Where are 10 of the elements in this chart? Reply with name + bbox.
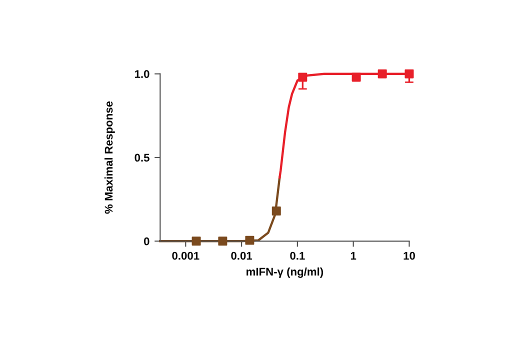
y-tick-label: 0.5 <box>134 154 150 162</box>
y-axis-title: % Maximal Response <box>104 101 115 214</box>
x-tick-label: 0.001 <box>172 252 200 260</box>
y-tick-label: 1.0 <box>135 70 150 78</box>
y-tick-label: 0 <box>144 237 150 246</box>
x-tick-label: 0.01 <box>231 252 252 260</box>
x-axis-title: mIFN-γ (ng/ml) <box>246 267 324 278</box>
x-tick-label: 10 <box>404 252 415 260</box>
x-tick-label: 0.1 <box>290 252 305 260</box>
x-tick-label: 1 <box>350 252 356 260</box>
